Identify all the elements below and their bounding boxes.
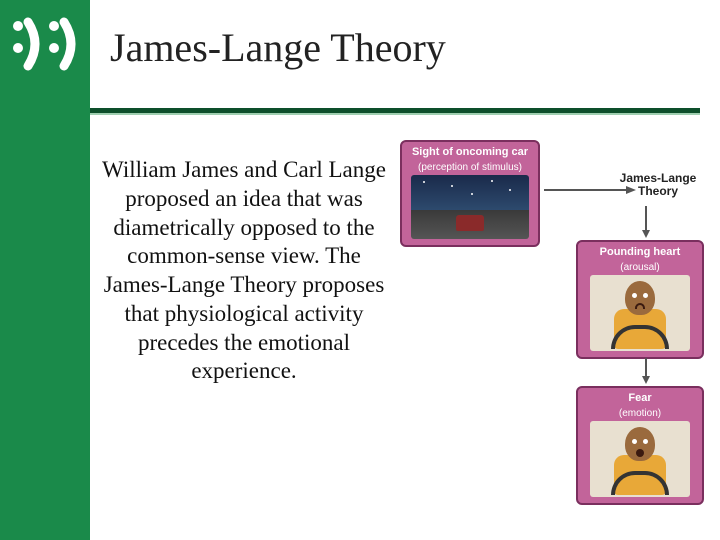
title-wrap: James-Lange Theory	[110, 24, 670, 71]
arrow-down-2	[636, 356, 656, 386]
person-fear	[590, 421, 690, 497]
sidebar-accent	[0, 0, 90, 540]
panel-sub: (perception of stimulus)	[406, 162, 534, 173]
panel-sub: (emotion)	[582, 408, 698, 419]
flow-diagram: Sight of oncoming car (perception of sti…	[400, 140, 700, 500]
arrow-down-1	[636, 204, 656, 240]
panel-stimulus: Sight of oncoming car (perception of sti…	[400, 140, 540, 247]
body-paragraph: William James and Carl Lange proposed an…	[100, 156, 388, 386]
panel-arousal: Pounding heart (arousal)	[576, 240, 704, 359]
person-arousal	[590, 275, 690, 351]
theory-label: James-Lange Theory	[618, 172, 698, 198]
title-underline-light	[90, 113, 700, 115]
slide-title: James-Lange Theory	[110, 24, 670, 71]
night-scene	[411, 175, 529, 239]
panel-emotion: Fear (emotion)	[576, 386, 704, 505]
smiley-logo	[6, 8, 84, 78]
panel-caption: Fear	[582, 392, 698, 405]
panel-sub: (arousal)	[582, 262, 698, 273]
panel-caption: Pounding heart	[582, 246, 698, 259]
panel-caption: Sight of oncoming car	[406, 146, 534, 159]
